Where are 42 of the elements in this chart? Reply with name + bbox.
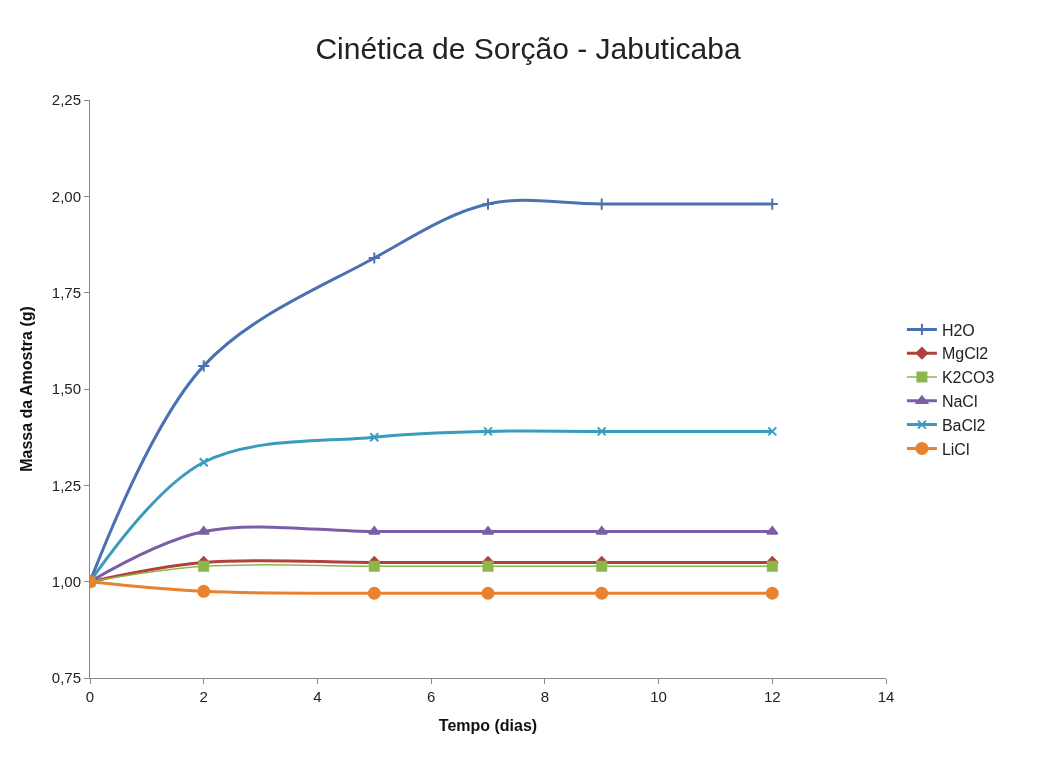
- x-tick-label: 12: [763, 688, 781, 705]
- y-tick-label: 1,25: [51, 476, 81, 494]
- point: [596, 560, 608, 572]
- legend-label: NaCl: [941, 393, 978, 411]
- legend-label: MgCl2: [941, 345, 989, 363]
- point: [198, 457, 209, 468]
- x-tick-label: 0: [85, 688, 95, 705]
- point: [765, 586, 779, 600]
- x-axis-title: Tempo (dias): [438, 716, 538, 734]
- point: [596, 426, 607, 437]
- point: [595, 586, 609, 600]
- point: [766, 560, 778, 572]
- point: [367, 586, 381, 600]
- x-tick-label: 8: [540, 688, 550, 705]
- point: [369, 432, 380, 443]
- legend-label: H2O: [941, 321, 975, 339]
- point: [367, 251, 381, 265]
- y-tick-label: 1,50: [51, 380, 81, 398]
- legend-label: BaCl2: [941, 416, 986, 434]
- y-tick-label: 1,00: [51, 572, 81, 590]
- y-tick-label: 0,75: [51, 669, 81, 687]
- point: [198, 560, 210, 572]
- legend-label: LiCl: [941, 440, 970, 458]
- point: [481, 586, 495, 600]
- y-axis-title: Massa da Amostra (g): [17, 306, 35, 472]
- x-tick-label: 10: [650, 688, 667, 705]
- point: [481, 197, 495, 211]
- chart-title: Cinética de Sorção - Jabuticaba: [315, 31, 741, 65]
- point: [197, 359, 211, 373]
- x-tick-label: 14: [877, 688, 895, 705]
- point: [197, 584, 211, 598]
- x-tick-label: 4: [313, 688, 322, 705]
- y-tick-label: 1,75: [51, 283, 81, 301]
- point: [368, 560, 380, 572]
- point: [767, 426, 778, 437]
- y-tick-label: 2,00: [51, 187, 81, 205]
- y-tick-label: 2,25: [51, 91, 81, 109]
- x-tick-label: 6: [426, 688, 436, 705]
- legend-label: K2CO3: [941, 369, 995, 387]
- point: [482, 560, 494, 572]
- point: [483, 426, 493, 437]
- x-tick-label: 2: [199, 688, 208, 705]
